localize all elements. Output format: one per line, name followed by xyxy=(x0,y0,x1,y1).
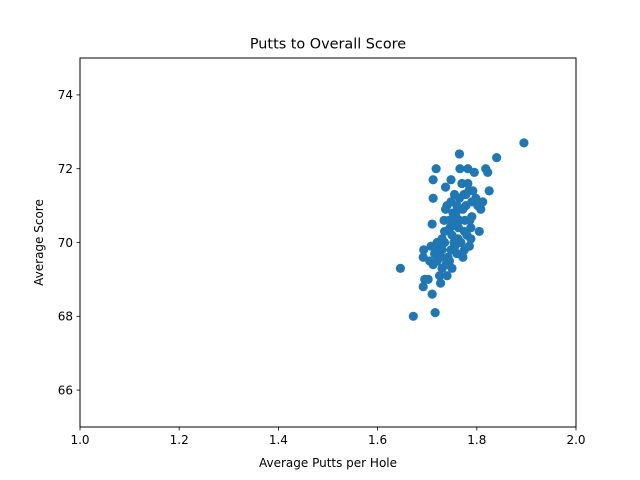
chart-title: Putts to Overall Score xyxy=(250,37,406,53)
data-point xyxy=(440,182,451,192)
x-axis-label: Average Putts per Hole xyxy=(259,456,397,470)
data-point xyxy=(437,234,447,244)
data-point xyxy=(454,149,465,159)
data-point xyxy=(428,175,438,185)
y-tick-label: 72 xyxy=(58,162,73,176)
data-point xyxy=(484,186,494,196)
data-point xyxy=(458,252,468,262)
x-tick-label: 2.0 xyxy=(566,433,585,447)
data-point xyxy=(449,237,459,248)
y-tick-label: 74 xyxy=(58,88,73,102)
x-tick-label: 1.2 xyxy=(170,433,189,447)
data-point xyxy=(418,282,428,292)
scatter-points xyxy=(395,138,529,321)
data-point xyxy=(408,311,418,321)
data-point xyxy=(462,230,472,240)
data-point xyxy=(427,219,437,229)
data-point xyxy=(466,223,476,233)
x-axis-ticks: 1.0 1.2 1.4 1.6 1.8 2.0 xyxy=(70,427,586,447)
data-point xyxy=(469,167,479,177)
y-axis-ticks: 66 68 70 72 74 xyxy=(58,88,80,397)
y-tick-label: 66 xyxy=(58,383,73,397)
data-point xyxy=(456,237,466,248)
data-point xyxy=(465,215,475,225)
data-point xyxy=(442,271,452,281)
x-tick-label: 1.6 xyxy=(368,433,387,447)
data-point xyxy=(419,245,429,255)
x-tick-label: 1.8 xyxy=(467,433,486,447)
data-point xyxy=(427,289,437,299)
data-point xyxy=(423,274,433,284)
data-point xyxy=(443,252,453,262)
data-point xyxy=(459,189,469,200)
data-point xyxy=(446,175,456,185)
y-tick-label: 68 xyxy=(58,310,73,324)
data-point xyxy=(457,178,467,189)
data-point xyxy=(435,271,445,281)
y-tick-label: 70 xyxy=(58,236,73,250)
data-point xyxy=(441,260,451,270)
data-point xyxy=(473,201,483,211)
data-point xyxy=(436,252,446,262)
data-point xyxy=(464,241,474,251)
data-point xyxy=(451,212,461,222)
data-point xyxy=(439,215,449,225)
data-point xyxy=(431,164,441,174)
y-axis-label: Average Score xyxy=(32,199,46,286)
data-point xyxy=(474,226,484,237)
data-point xyxy=(430,308,440,318)
data-point xyxy=(433,241,443,251)
data-point xyxy=(492,153,502,163)
data-point xyxy=(452,201,462,211)
x-tick-label: 1.4 xyxy=(269,433,288,447)
data-point xyxy=(435,278,446,288)
data-point xyxy=(455,164,465,174)
data-point xyxy=(428,193,438,203)
data-point xyxy=(471,193,481,203)
data-point xyxy=(445,223,455,233)
x-tick-label: 1.0 xyxy=(70,433,89,447)
data-point xyxy=(395,263,406,273)
data-point xyxy=(483,167,493,177)
data-point xyxy=(519,138,529,148)
